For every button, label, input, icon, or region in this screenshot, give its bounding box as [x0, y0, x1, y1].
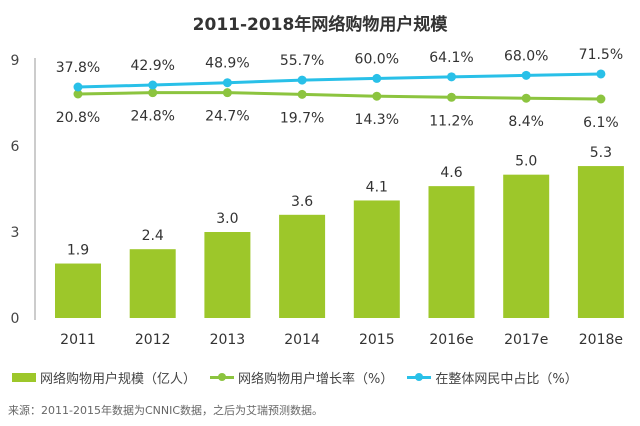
series-value-label: 11.2% [429, 113, 473, 129]
series-point [148, 88, 158, 98]
x-tick-label: 2015 [359, 332, 395, 348]
legend-swatch-bar [12, 373, 36, 382]
plot-area: 0 3 6 9 1.9 2.4 3.0 3.6 4.1 4.6 5.0 5.3 2011 2012 2013… [11, 47, 624, 348]
series-value-label: 19.7% [280, 110, 324, 126]
bar-value-label: 3.0 [216, 211, 238, 227]
series-point [73, 89, 83, 99]
bar-value-label: 5.0 [515, 154, 537, 170]
bar [503, 174, 550, 318]
bar-value-label: 4.6 [440, 165, 462, 181]
legend-label: 在整体网民中占比（%） [435, 372, 578, 387]
y-tick-label: 9 [11, 53, 20, 69]
x-tick-label: 2012 [135, 332, 171, 348]
bar-value-label: 1.9 [67, 243, 89, 259]
series-point [372, 73, 382, 83]
series-value-label: 8.4% [508, 114, 544, 130]
series-point [297, 89, 307, 99]
series-value-label: 42.9% [130, 58, 174, 74]
bar [428, 186, 475, 318]
bar-value-label: 5.3 [590, 145, 612, 161]
y-tick-label: 3 [11, 225, 20, 241]
series-point [372, 91, 382, 101]
x-tick-label: 2011 [60, 332, 96, 348]
legend-label: 网络购物用户规模（亿人） [40, 372, 197, 387]
y-tick-label: 0 [11, 311, 20, 327]
bar-value-label: 2.4 [142, 228, 164, 244]
legend-item-growth: 网络购物用户增长率（%） [210, 368, 393, 387]
bar [129, 249, 176, 318]
x-tick-label: 2014 [284, 332, 320, 348]
bar-value-label: 4.1 [366, 179, 388, 195]
series-point [521, 93, 531, 103]
series-line [77, 72, 601, 89]
series-value-label: 20.8% [56, 110, 100, 126]
legend-label: 网络购物用户增长率（%） [238, 372, 394, 387]
series-value-label: 6.1% [583, 115, 619, 131]
bar [577, 166, 624, 318]
x-tick-label: 2017e [504, 332, 548, 348]
series-value-label: 24.7% [205, 109, 249, 125]
series-point [447, 72, 456, 82]
x-tick-label: 2016e [429, 332, 473, 348]
series-value-label: 71.5% [579, 47, 623, 63]
series-value-label: 48.9% [205, 56, 249, 72]
legend: 网络购物用户规模（亿人） 网络购物用户增长率（%） 在整体网民中占比（%） [12, 368, 578, 387]
bar-value-label: 3.6 [291, 194, 313, 210]
chart-title: 2011-2018年网络购物用户规模 [192, 15, 448, 35]
legend-swatch-green-line [210, 373, 235, 381]
bar [55, 263, 101, 318]
series-value-label: 68.0% [504, 48, 548, 64]
series-point [297, 75, 307, 85]
series-point [596, 69, 606, 79]
series-point [521, 70, 531, 80]
x-tick-label: 2018e [579, 332, 623, 348]
series-point [222, 88, 232, 98]
legend-item-users: 网络购物用户规模（亿人） [12, 368, 196, 387]
bar [279, 214, 326, 318]
series-point [73, 82, 83, 92]
legend-swatch-blue-line [407, 373, 432, 381]
series-value-label: 64.1% [429, 50, 473, 66]
source-note: 来源：2011-2015年数据为CNNIC数据，之后为艾瑞预测数据。 [8, 404, 324, 417]
series-point [148, 80, 158, 90]
y-tick-label: 6 [11, 139, 20, 155]
legend-item-share: 在整体网民中占比（%） [407, 368, 578, 387]
bar [353, 200, 400, 318]
x-tick-label: 2013 [210, 332, 246, 348]
series-point [222, 78, 232, 88]
series-value-label: 37.8% [56, 60, 100, 76]
series-point [596, 94, 606, 104]
series-value-label: 55.7% [280, 53, 324, 69]
bar [204, 232, 251, 318]
series-value-label: 24.8% [130, 109, 174, 125]
series-point [447, 92, 456, 102]
series-value-label: 14.3% [355, 112, 399, 128]
series-value-label: 60.0% [355, 51, 399, 67]
series-line [77, 91, 601, 101]
